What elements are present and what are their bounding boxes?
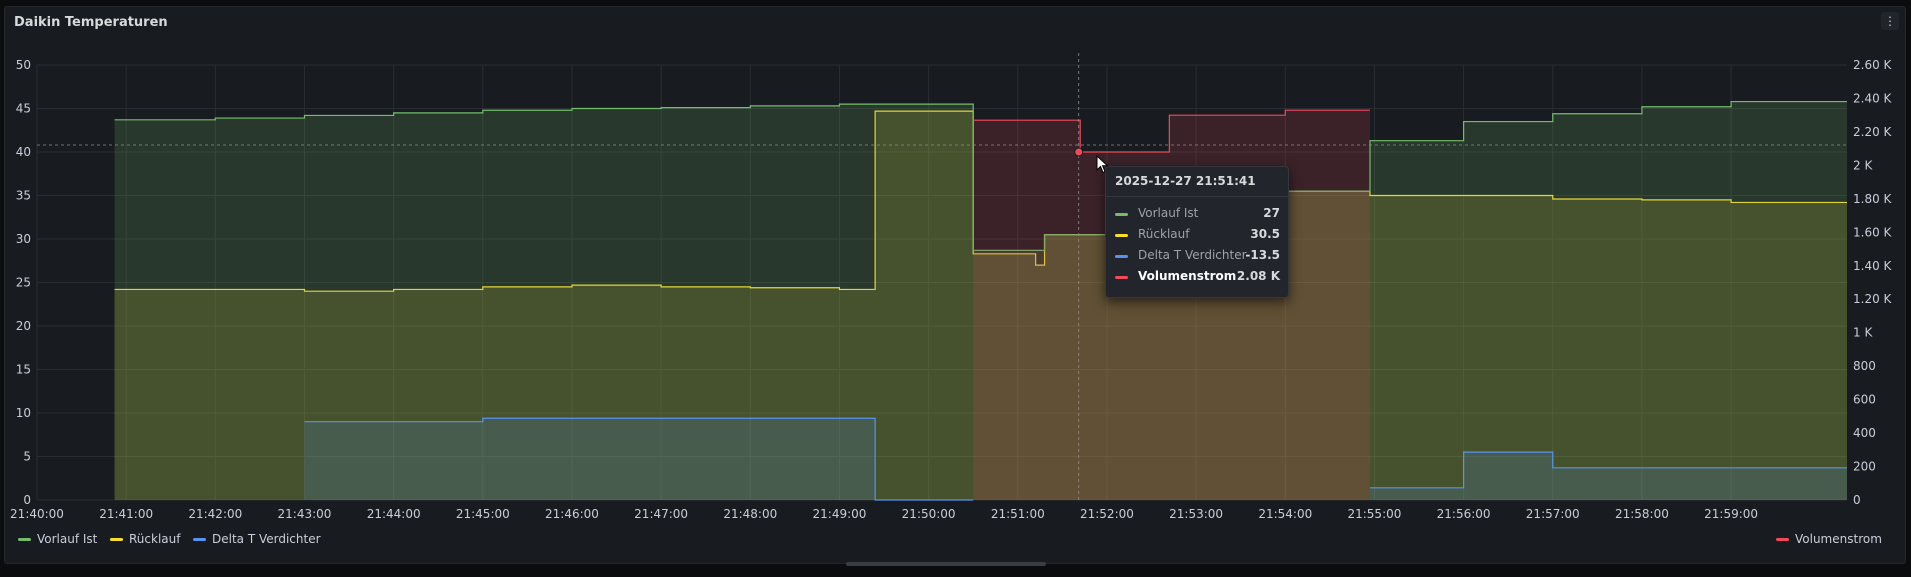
tooltip-series-name: Delta T Verdichter xyxy=(1138,248,1247,262)
y-left-tick-label: 45 xyxy=(16,102,31,116)
y-right-tick-label: 2.60 K xyxy=(1853,58,1893,72)
y-left-tick-label: 0 xyxy=(23,493,31,507)
y-left-tick-label: 35 xyxy=(16,189,31,203)
y-left-tick-label: 25 xyxy=(16,276,31,290)
x-tick-label: 21:54:00 xyxy=(1258,507,1312,521)
tooltip-series-name: Volumenstrom xyxy=(1138,269,1237,283)
legend-label: Rücklauf xyxy=(129,532,181,546)
x-tick-label: 21:47:00 xyxy=(634,507,688,521)
tooltip-series-value: -13.5 xyxy=(1245,248,1280,262)
tooltip-swatch xyxy=(1115,213,1128,216)
tooltip-series-value: 27 xyxy=(1263,206,1280,220)
hover-tooltip: 2025-12-27 21:51:41 Vorlauf Ist 27 Rückl… xyxy=(1105,166,1289,298)
series-area-delta-t-verdichter xyxy=(304,418,974,500)
tooltip-series-value: 2.08 K xyxy=(1236,269,1280,283)
legend-swatch xyxy=(193,538,206,541)
tooltip-series-name: Vorlauf Ist xyxy=(1138,206,1199,220)
panel-title: Daikin Temperaturen xyxy=(14,15,168,30)
x-tick-label: 21:59:00 xyxy=(1704,507,1758,521)
series-line-delta-t-verdichter xyxy=(304,417,974,501)
series-line-volumenstrom xyxy=(973,109,1370,153)
x-tick-label: 21:46:00 xyxy=(545,507,599,521)
tooltip-row-volumenstrom: Volumenstrom 2.08 K xyxy=(1115,269,1280,285)
series-area-r-cklauf xyxy=(114,111,1848,501)
hover-point-marker xyxy=(1074,147,1084,157)
x-tick-label: 21:40:00 xyxy=(10,507,64,521)
tooltip-series-value: 30.5 xyxy=(1250,227,1280,241)
x-tick-label: 21:44:00 xyxy=(367,507,421,521)
y-left-tick-label: 20 xyxy=(16,319,31,333)
y-left-tick-label: 30 xyxy=(16,232,31,246)
y-right-tick-label: 800 xyxy=(1853,359,1876,373)
legend-swatch xyxy=(110,538,123,541)
x-tick-label: 21:52:00 xyxy=(1080,507,1134,521)
y-right-tick-label: 200 xyxy=(1853,460,1876,474)
x-tick-label: 21:55:00 xyxy=(1347,507,1401,521)
legend-label: Delta T Verdichter xyxy=(212,532,321,546)
x-tick-label: 21:51:00 xyxy=(991,507,1045,521)
series-line-delta-t-verdichter xyxy=(1369,451,1847,489)
tooltip-swatch xyxy=(1115,255,1128,258)
x-tick-label: 21:50:00 xyxy=(902,507,956,521)
tooltip-swatch xyxy=(1115,276,1128,279)
chart-panel: Daikin Temperaturen ⋮ xyxy=(4,6,1906,564)
legend-item-vorlauf[interactable]: Vorlauf Ist xyxy=(18,532,97,546)
y-left-tick-label: 15 xyxy=(16,363,31,377)
x-tick-label: 21:53:00 xyxy=(1169,507,1223,521)
x-tick-label: 21:43:00 xyxy=(278,507,332,521)
y-left-tick-label: 40 xyxy=(16,145,31,159)
horizontal-scrollbar[interactable] xyxy=(846,562,1046,566)
y-left-tick-label: 50 xyxy=(16,58,31,72)
x-tick-label: 21:49:00 xyxy=(813,507,867,521)
legend-swatch xyxy=(1776,538,1789,541)
tooltip-series-name: Rücklauf xyxy=(1138,227,1190,241)
legend-swatch xyxy=(18,538,31,541)
y-right-tick-label: 1 K xyxy=(1853,326,1873,340)
y-right-tick-label: 1.60 K xyxy=(1853,225,1893,239)
mouse-pointer-icon xyxy=(1096,155,1109,174)
legend-item-ruecklauf[interactable]: Rücklauf xyxy=(110,532,180,546)
y-right-tick-label: 2.20 K xyxy=(1853,125,1893,139)
y-right-tick-label: 1.40 K xyxy=(1853,259,1893,273)
series-line-vorlauf-ist xyxy=(114,100,1847,251)
y-right-tick-label: 1.20 K xyxy=(1853,292,1893,306)
y-left-tick-label: 10 xyxy=(16,406,31,420)
series-line-r-cklauf xyxy=(114,110,1847,292)
x-tick-label: 21:58:00 xyxy=(1615,507,1669,521)
series-area-delta-t-verdichter xyxy=(1369,452,1847,500)
tooltip-row-vorlauf: Vorlauf Ist 27 xyxy=(1115,206,1280,222)
series-area-vorlauf-ist xyxy=(114,101,1848,500)
y-right-tick-label: 2 K xyxy=(1853,158,1873,172)
y-right-tick-label: 2.40 K xyxy=(1853,91,1893,105)
legend-label: Vorlauf Ist xyxy=(37,532,98,546)
x-tick-label: 21:41:00 xyxy=(99,507,153,521)
x-tick-label: 21:48:00 xyxy=(723,507,777,521)
tooltip-row-ruecklauf: Rücklauf 30.5 xyxy=(1115,227,1280,243)
y-right-tick-label: 0 xyxy=(1853,493,1861,507)
panel-menu-icon[interactable]: ⋮ xyxy=(1881,12,1899,30)
y-right-tick-label: 1.80 K xyxy=(1853,192,1893,206)
tooltip-divider xyxy=(1106,196,1288,197)
legend-item-volumenstrom[interactable]: Volumenstrom xyxy=(1776,532,1882,546)
y-right-tick-label: 600 xyxy=(1853,393,1876,407)
tooltip-swatch xyxy=(1115,234,1128,237)
legend-item-delta[interactable]: Delta T Verdichter xyxy=(193,532,321,546)
y-left-tick-label: 5 xyxy=(23,450,31,464)
x-tick-label: 21:42:00 xyxy=(188,507,242,521)
x-tick-label: 21:57:00 xyxy=(1526,507,1580,521)
tooltip-row-delta: Delta T Verdichter -13.5 xyxy=(1115,248,1280,264)
tooltip-time: 2025-12-27 21:51:41 xyxy=(1115,174,1256,188)
x-tick-label: 21:45:00 xyxy=(456,507,510,521)
y-right-tick-label: 400 xyxy=(1853,426,1876,440)
legend-label: Volumenstrom xyxy=(1795,532,1882,546)
x-tick-label: 21:56:00 xyxy=(1437,507,1491,521)
